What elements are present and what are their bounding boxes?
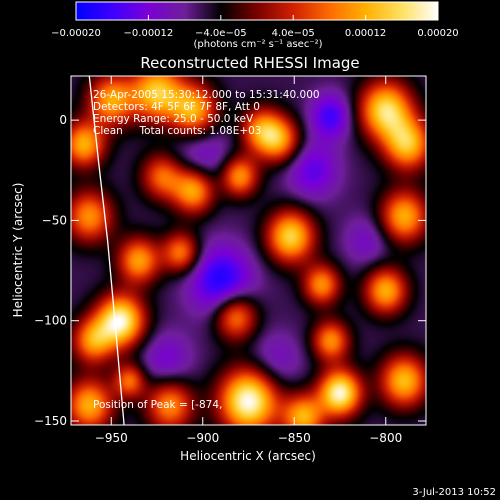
colorbar-ticks: −0.00020 −0.00012 −4.0e−05 4.0e−05 0.00012 0.… [51,15,459,39]
x-tick-label: −900 [186,431,219,445]
annotation-energy-range: Energy Range: 25.0 - 50.0 keV [93,113,254,125]
x-axis-label: Heliocentric X (arcsec) [180,449,316,463]
heatmap-image [71,76,426,425]
y-tick-label: −50 [42,213,67,227]
colorbar-tick-label: −4.0e−05 [195,28,247,39]
colorbar-tick-label: −0.00012 [124,28,174,39]
chart-title: Reconstructed RHESSI Image [140,54,359,72]
axis-ticks: −950 −900 −850 −800 0 −50 −100 −150 [34,76,426,445]
x-tick-label: −950 [95,431,128,445]
colorbar-tick-label: 0.00012 [345,28,386,39]
annotation-time-range: 26-Apr-2005 15:30:12.000 to 15:31:40.000 [93,89,320,101]
annotation-detectors: Detectors: 4F 5F 6F 7F 8F, Att 0 [93,101,260,113]
x-tick-label: −850 [278,431,311,445]
y-axis-label: Heliocentric Y (arcsec) [11,183,25,318]
x-tick-label: −800 [369,431,402,445]
y-tick-label: −150 [34,414,67,428]
colorbar-tick-label: 4.0e−05 [272,28,315,39]
colorbar-unit-label: (photons cm⁻² s⁻¹ asec⁻²) [193,39,322,50]
colorbar-tick-label: 0.00020 [417,28,458,39]
colorbar [75,1,439,21]
annotation-peak-position: Position of Peak = [-874, [93,399,222,411]
annotation-clean-counts: Clean Total counts: 1.08E+03 [93,125,262,137]
footer-date: 3-Jul-2013 10:52 [412,487,496,498]
y-tick-label: 0 [59,113,67,127]
colorbar-tick-label: −0.00020 [51,28,101,39]
plot-frame [70,75,427,426]
y-tick-label: −100 [34,314,67,328]
solar-limb-line [88,76,125,425]
